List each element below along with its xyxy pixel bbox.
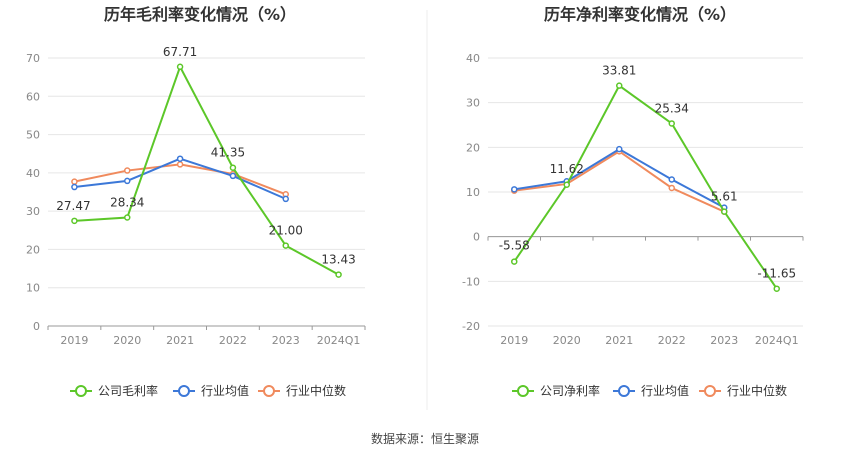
data-point — [282, 242, 289, 249]
x-tick-label: 2019 — [60, 334, 88, 347]
y-tick-label: 20 — [26, 243, 40, 256]
data-point — [176, 155, 184, 162]
y-tick-label: 10 — [26, 282, 40, 295]
chart-2: 历年净利率变化情况（%） -20 -10 0 10 20 30 40 2019 2020 2021 2… — [462, 5, 804, 398]
data-point — [282, 195, 289, 203]
data-point — [71, 178, 78, 185]
data-label: 33.81 — [602, 64, 636, 78]
legend-label: 行业均值 — [201, 383, 249, 398]
data-label: 27.47 — [56, 199, 90, 213]
legend-swatch-marker — [618, 385, 630, 397]
data-label: -11.65 — [757, 267, 796, 281]
legend-swatch-marker — [263, 385, 275, 397]
data-label: 5.61 — [711, 190, 738, 204]
x-tick-label: 2021 — [166, 334, 194, 347]
chart-title: 历年毛利率变化情况（%） — [104, 5, 296, 24]
series-line — [513, 84, 778, 290]
y-tick-label: -20 — [462, 320, 480, 333]
data-point — [668, 184, 675, 192]
source-note: 数据来源：恒生聚源 — [370, 432, 479, 446]
y-tick-label: 50 — [26, 129, 40, 142]
data-point — [563, 181, 570, 189]
y-tick-label: 20 — [466, 141, 480, 154]
y-tick-label: -10 — [462, 275, 480, 288]
legend-item: 行业中位数 — [258, 383, 346, 398]
x-tick-label: 2020 — [113, 334, 141, 347]
legend-swatch-marker — [75, 385, 87, 397]
legend-item: 行业中位数 — [699, 383, 787, 398]
x-tick-label: 2024Q1 — [317, 334, 361, 347]
legend-label: 公司毛利率 — [98, 383, 158, 398]
y-tick-label: 60 — [26, 90, 40, 103]
x-tick-label: 2022 — [658, 334, 686, 347]
data-point — [668, 120, 675, 127]
data-label: 28.34 — [110, 195, 144, 209]
data-point — [668, 176, 675, 183]
legend-label: 行业中位数 — [727, 383, 787, 398]
data-point — [773, 285, 780, 292]
legend-swatch-marker — [178, 385, 190, 397]
x-tick-label: 2024Q1 — [755, 334, 799, 347]
chart-1: 历年毛利率变化情况（%） 0 10 20 30 40 50 60 70 2019 2020 2021 2… — [26, 5, 366, 398]
data-label: 67.71 — [163, 45, 197, 59]
series-line — [74, 64, 340, 276]
data-label: 13.43 — [321, 253, 355, 267]
data-point — [616, 82, 623, 89]
data-point — [229, 172, 237, 180]
series-line — [74, 163, 287, 196]
data-point — [71, 217, 78, 225]
x-tick-label: 2019 — [500, 334, 528, 347]
x-tick-label: 2023 — [710, 334, 738, 347]
data-label: -5.58 — [499, 239, 530, 253]
y-tick-label: 30 — [466, 97, 480, 110]
legend-swatch-marker — [704, 385, 716, 397]
legend-item: 行业均值 — [613, 383, 689, 398]
y-tick-label: 70 — [26, 52, 40, 65]
data-label: 11.62 — [550, 162, 584, 176]
y-tick-label: 0 — [33, 320, 40, 333]
data-point — [71, 183, 78, 191]
y-tick-label: 10 — [466, 186, 480, 199]
legend-item: 行业均值 — [173, 383, 249, 398]
data-point — [124, 177, 131, 185]
data-point — [124, 167, 131, 174]
data-label: 41.35 — [211, 146, 245, 160]
legend-swatch-marker — [517, 385, 529, 397]
data-point — [176, 63, 184, 71]
legend-label: 公司净利率 — [540, 383, 600, 398]
data-point — [511, 258, 518, 265]
x-tick-label: 2023 — [272, 334, 300, 347]
data-label: 21.00 — [269, 224, 303, 238]
data-label: 25.34 — [655, 101, 689, 115]
y-tick-label: 30 — [26, 205, 40, 218]
legend-item: 公司净利率 — [512, 383, 600, 398]
x-tick-label: 2021 — [605, 334, 633, 347]
legend-label: 行业均值 — [641, 383, 689, 398]
data-point — [511, 186, 518, 193]
y-tick-label: 40 — [26, 167, 40, 180]
chart-title: 历年净利率变化情况（%） — [544, 5, 736, 24]
x-tick-label: 2022 — [219, 334, 247, 347]
data-point — [176, 161, 184, 168]
y-tick-label: 40 — [466, 52, 480, 65]
data-point — [229, 164, 237, 171]
x-tick-label: 2020 — [553, 334, 581, 347]
y-tick-label: 0 — [473, 231, 480, 244]
data-point — [616, 145, 623, 153]
legend-item: 公司毛利率 — [70, 383, 158, 398]
data-point — [721, 208, 728, 215]
data-point — [335, 271, 342, 278]
data-point — [124, 214, 131, 221]
legend-label: 行业中位数 — [286, 383, 346, 398]
